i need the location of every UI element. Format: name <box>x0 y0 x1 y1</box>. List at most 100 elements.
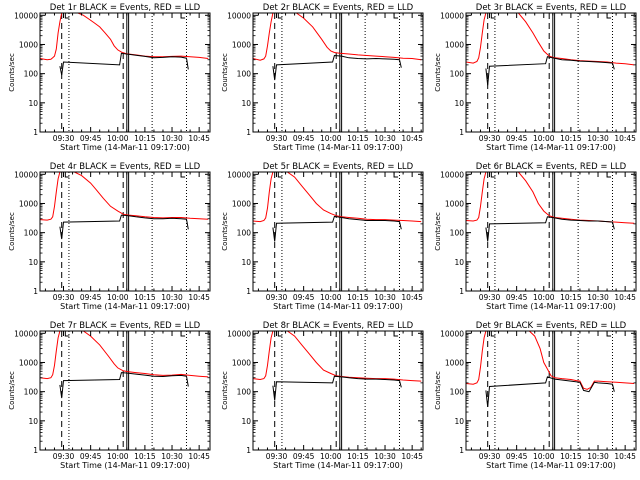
x-tick-label: 09:45 <box>80 134 102 143</box>
y-axis-title: Counts/sec <box>8 53 16 92</box>
plot-frame <box>465 171 637 292</box>
x-tick-label: 10:45 <box>401 134 423 143</box>
x-tick-label: 09:45 <box>293 134 315 143</box>
x-tick-label: 10:30 <box>587 452 609 461</box>
plot-frame <box>39 330 211 451</box>
x-tick-label: 10:45 <box>614 134 636 143</box>
panel-6: Det 6r BLACK = Events, RED = LLD 1 10 100 10… <box>434 162 637 311</box>
y-axis-title: Counts/sec <box>221 371 229 410</box>
lld-series-line <box>40 172 209 221</box>
y-tick-label: 100 <box>450 229 465 238</box>
x-tick-label: 09:45 <box>506 293 528 302</box>
x-tick-label: 10:15 <box>560 293 582 302</box>
y-tick-label: 10 <box>454 417 464 426</box>
x-tick-label: 10:15 <box>134 293 156 302</box>
x-axis-title: Start Time (14-Mar-11 09:17:00) <box>60 461 190 470</box>
x-tick-label: 09:30 <box>479 134 501 143</box>
y-tick-label: 1 <box>246 287 251 296</box>
top-bracket-mark <box>490 13 496 19</box>
lld-series-line <box>253 13 422 61</box>
x-tick-label: 10:30 <box>161 452 183 461</box>
x-tick-label: 09:45 <box>506 134 528 143</box>
x-tick-label: 10:30 <box>161 134 183 143</box>
lld-series-line <box>466 331 635 390</box>
y-tick-label: 1000 <box>19 40 38 49</box>
panel-title: Det 4r BLACK = Events, RED = LLD <box>50 162 201 172</box>
panel-5: Det 5r BLACK = Events, RED = LLD 1 10 100 10… <box>221 162 424 311</box>
x-tick-label: 09:45 <box>506 452 528 461</box>
plot-frame <box>465 12 637 133</box>
x-tick-label: 10:45 <box>188 452 210 461</box>
y-tick-label: 10 <box>241 99 251 108</box>
y-tick-label: 10000 <box>227 329 251 338</box>
y-tick-label: 100 <box>450 388 465 397</box>
x-tick-label: 09:45 <box>80 452 102 461</box>
top-bracket-mark <box>64 172 70 178</box>
y-tick-label: 10000 <box>440 329 464 338</box>
plot-frame <box>39 171 211 292</box>
y-tick-label: 10 <box>241 417 251 426</box>
y-tick-label: 10000 <box>14 11 38 20</box>
x-tick-label: 10:45 <box>614 452 636 461</box>
y-tick-label: 1 <box>459 287 464 296</box>
y-axis-title: Counts/sec <box>8 212 16 251</box>
x-tick-label: 09:30 <box>479 452 501 461</box>
events-series-line <box>272 375 402 401</box>
x-tick-label: 09:45 <box>293 293 315 302</box>
x-axis-title: Start Time (14-Mar-11 09:17:00) <box>486 461 616 470</box>
y-tick-label: 10000 <box>227 170 251 179</box>
plot-frame <box>465 330 637 451</box>
x-axis-title: Start Time (14-Mar-11 09:17:00) <box>60 143 190 152</box>
y-tick-label: 10 <box>454 99 464 108</box>
x-tick-label: 09:30 <box>266 134 288 143</box>
y-tick-label: 1 <box>459 128 464 137</box>
y-tick-label: 10 <box>454 258 464 267</box>
y-tick-label: 10 <box>28 99 38 108</box>
y-tick-label: 1000 <box>445 40 464 49</box>
x-tick-label: 10:30 <box>374 293 396 302</box>
x-tick-label: 10:45 <box>401 452 423 461</box>
x-tick-label: 10:45 <box>188 134 210 143</box>
events-series-line <box>485 56 615 86</box>
top-bracket-mark <box>277 172 283 178</box>
y-tick-label: 10000 <box>440 170 464 179</box>
panel-9: Det 9r BLACK = Events, RED = LLD 1 10 100 10… <box>434 321 637 470</box>
x-tick-label: 10:00 <box>107 134 129 143</box>
y-tick-label: 100 <box>450 70 465 79</box>
x-tick-label: 10:30 <box>161 293 183 302</box>
y-tick-label: 10000 <box>14 329 38 338</box>
x-tick-label: 10:30 <box>587 134 609 143</box>
plot-frame <box>252 12 424 133</box>
x-tick-label: 10:15 <box>347 134 369 143</box>
y-axis-title: Counts/sec <box>434 212 442 251</box>
top-bracket-mark <box>606 13 612 19</box>
top-bracket-mark <box>64 13 70 19</box>
x-tick-label: 09:30 <box>53 452 75 461</box>
y-tick-label: 10 <box>28 258 38 267</box>
x-tick-label: 10:15 <box>560 452 582 461</box>
y-tick-label: 100 <box>237 229 252 238</box>
x-axis-title: Start Time (14-Mar-11 09:17:00) <box>273 302 403 311</box>
top-bracket-mark <box>606 172 612 178</box>
x-tick-label: 10:00 <box>533 293 555 302</box>
y-tick-label: 10000 <box>440 11 464 20</box>
panel-7: Det 7r BLACK = Events, RED = LLD 1 10 100 10… <box>8 321 211 470</box>
y-axis-title: Counts/sec <box>221 212 229 251</box>
top-bracket-mark <box>180 13 186 19</box>
panel-title: Det 7r BLACK = Events, RED = LLD <box>50 321 201 331</box>
y-tick-label: 100 <box>237 388 252 397</box>
y-tick-label: 1 <box>246 128 251 137</box>
top-bracket-mark <box>64 331 70 337</box>
top-bracket-mark <box>606 331 612 337</box>
y-tick-label: 10000 <box>227 11 251 20</box>
lld-series-line <box>253 172 422 223</box>
y-tick-label: 100 <box>24 70 39 79</box>
events-series-line <box>272 54 402 81</box>
x-tick-label: 10:00 <box>107 452 129 461</box>
x-tick-label: 09:45 <box>80 293 102 302</box>
x-tick-label: 09:30 <box>53 134 75 143</box>
y-tick-label: 1000 <box>19 199 38 208</box>
y-axis-title: Counts/sec <box>434 53 442 92</box>
top-bracket-mark <box>393 13 399 19</box>
